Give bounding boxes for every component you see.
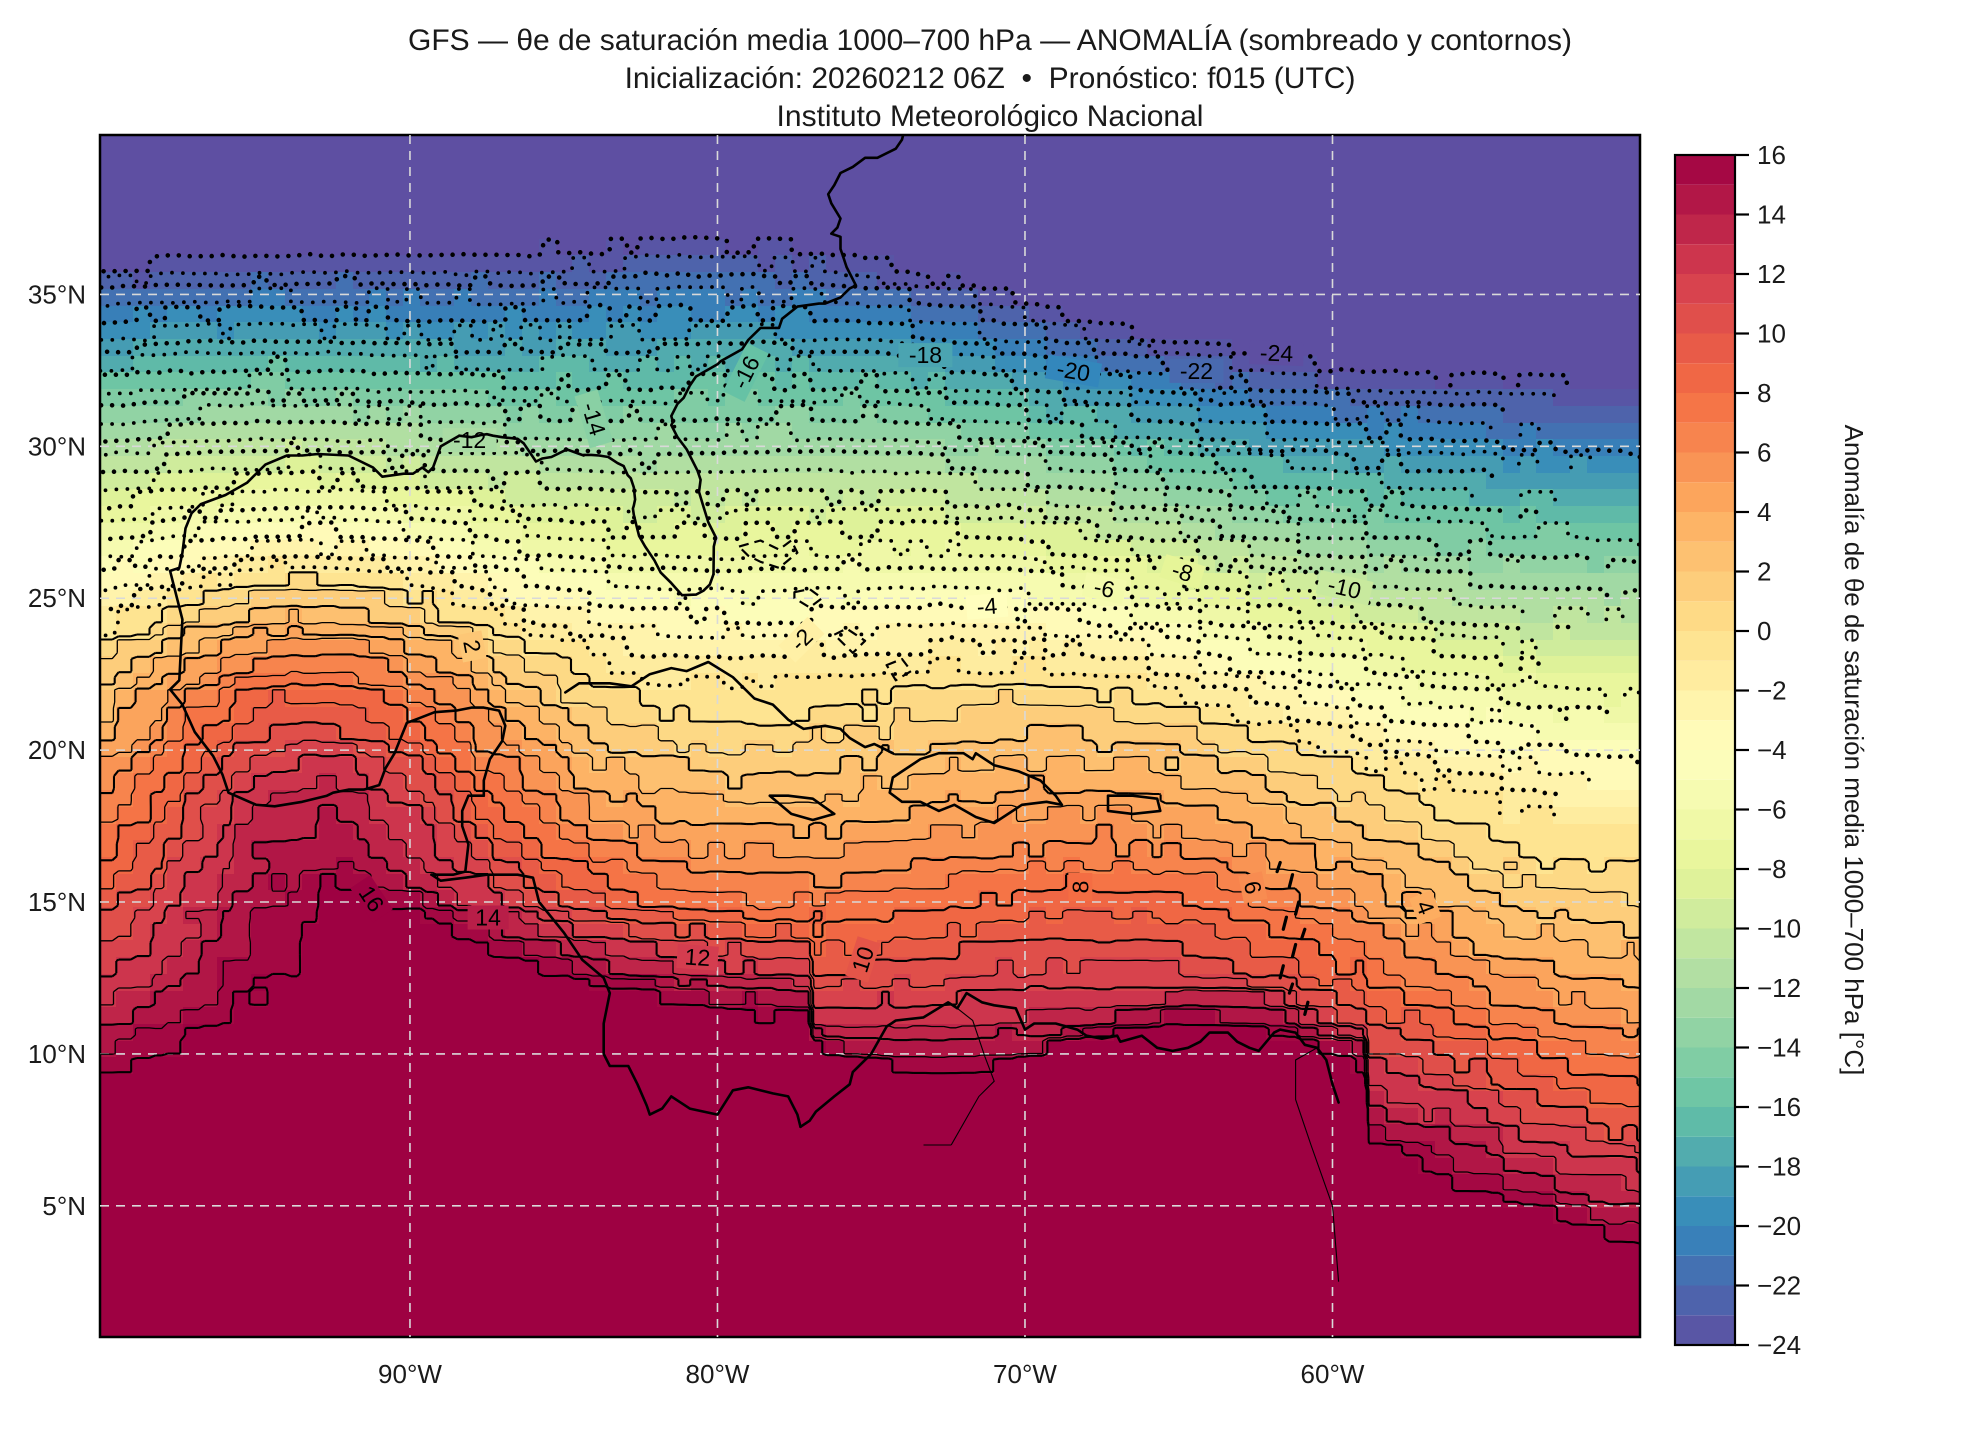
- svg-text:5°N: 5°N: [42, 1191, 86, 1221]
- svg-text:−6: −6: [1757, 795, 1787, 825]
- svg-text:10°N: 10°N: [28, 1039, 86, 1069]
- svg-text:−10: −10: [1757, 914, 1801, 944]
- svg-text:60°W: 60°W: [1301, 1359, 1365, 1389]
- svg-text:25°N: 25°N: [28, 583, 86, 613]
- svg-text:8: 8: [1757, 378, 1771, 408]
- svg-text:-20: -20: [1055, 355, 1092, 386]
- svg-text:70°W: 70°W: [993, 1359, 1057, 1389]
- svg-text:−8: −8: [1757, 854, 1787, 884]
- svg-text:12: 12: [1757, 259, 1786, 289]
- svg-text:20°N: 20°N: [28, 735, 86, 765]
- svg-text:10: 10: [1757, 319, 1786, 349]
- svg-text:-24: -24: [1260, 340, 1294, 367]
- svg-text:-12: -12: [453, 427, 486, 453]
- svg-text:-4: -4: [976, 592, 999, 619]
- svg-text:35°N: 35°N: [28, 279, 86, 309]
- svg-text:4: 4: [1757, 497, 1771, 527]
- svg-text:−2: −2: [1757, 676, 1787, 706]
- svg-text:-18: -18: [909, 342, 942, 368]
- svg-text:90°W: 90°W: [378, 1359, 442, 1389]
- svg-text:14: 14: [475, 904, 501, 930]
- svg-text:−20: −20: [1757, 1211, 1801, 1241]
- svg-text:12: 12: [684, 943, 711, 971]
- svg-text:−16: −16: [1757, 1092, 1801, 1122]
- svg-text:-22: -22: [1180, 358, 1213, 384]
- svg-text:30°N: 30°N: [28, 431, 86, 461]
- svg-text:−14: −14: [1757, 1033, 1801, 1063]
- svg-text:14: 14: [1757, 200, 1786, 230]
- svg-text:16: 16: [1757, 140, 1786, 170]
- svg-text:−4: −4: [1757, 735, 1787, 765]
- svg-text:Anomalía de θe de saturación m: Anomalía de θe de saturación media 1000–…: [1839, 425, 1869, 1076]
- svg-text:0: 0: [1757, 616, 1771, 646]
- svg-text:80°W: 80°W: [686, 1359, 750, 1389]
- svg-text:-10: -10: [1325, 571, 1363, 604]
- svg-text:8: 8: [1067, 881, 1093, 894]
- svg-text:−24: −24: [1757, 1330, 1801, 1360]
- svg-text:−22: −22: [1757, 1271, 1801, 1301]
- svg-text:−12: −12: [1757, 973, 1801, 1003]
- svg-text:−18: −18: [1757, 1152, 1801, 1182]
- svg-text:6: 6: [1757, 438, 1771, 468]
- svg-text:15°N: 15°N: [28, 887, 86, 917]
- svg-text:2: 2: [1757, 557, 1771, 587]
